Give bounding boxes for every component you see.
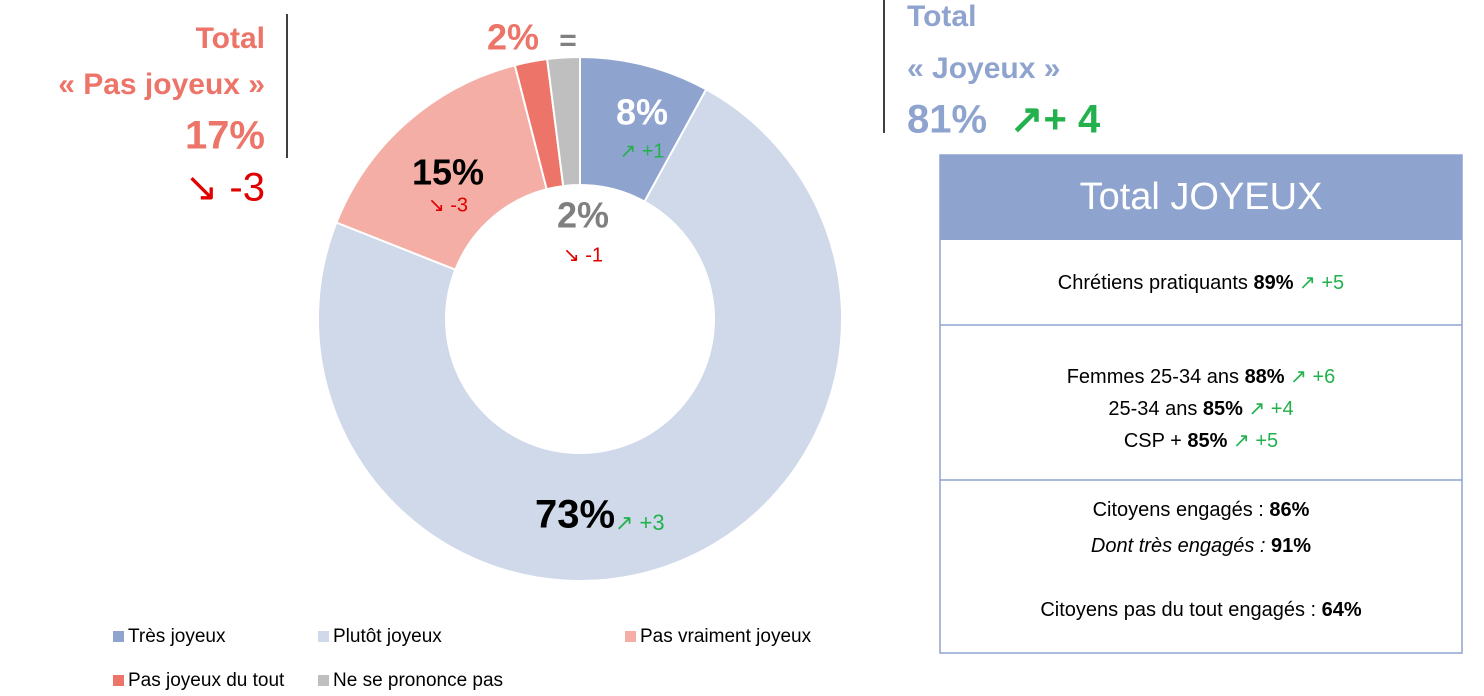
box-label: Citoyens engagés : <box>1093 499 1270 521</box>
annotation-value: 17% <box>185 114 265 158</box>
legend-swatch <box>318 675 329 686</box>
value-label: 2% <box>487 17 539 58</box>
box-change: ↗ +4 <box>1243 398 1294 420</box>
change-label: ↘ -1 <box>563 244 603 266</box>
info-box: Total JOYEUX <box>939 154 1463 654</box>
box-value: 86% <box>1269 499 1309 521</box>
box-value: 88% <box>1245 366 1285 388</box>
box-line: Chrétiens pratiquants 89% ↗ +5 <box>1058 272 1344 294</box>
legend-swatch <box>113 675 124 686</box>
box-value: 91% <box>1271 535 1311 557</box>
annotation-text: « Joyeux » <box>907 52 1060 85</box>
box-change: ↗ +5 <box>1227 430 1278 452</box>
annotation-value: 81% <box>907 98 987 142</box>
box-line: Femmes 25-34 ans 88% ↗ +6 <box>1067 366 1336 388</box>
box-label: Dont très engagés : <box>1091 535 1271 557</box>
annotation-change: ↗+ 4 <box>1010 98 1101 142</box>
box-label: Citoyens pas du tout engagés : <box>1040 599 1321 621</box>
legend-label: Très joyeux <box>128 626 226 647</box>
change-label: ↗ +3 <box>615 510 665 535</box>
change-label: = <box>559 24 577 57</box>
value-label: 8% <box>616 92 668 133</box>
box-value: 85% <box>1187 430 1227 452</box>
donut-slice <box>335 64 548 271</box>
annotation-text: Total <box>196 22 265 55</box>
box-value: 85% <box>1203 398 1243 420</box>
box-line: Dont très engagés : 91% <box>1091 535 1311 557</box>
box-line: Citoyens engagés : 86% <box>1093 499 1310 521</box>
donut-slice <box>546 55 581 188</box>
change-label: ↘ -3 <box>428 194 468 216</box>
legend-swatch <box>113 631 124 642</box>
value-label: 15% <box>412 152 484 193</box>
legend-label: Pas vraiment joyeux <box>640 626 812 647</box>
legend-label: Plutôt joyeux <box>333 626 442 647</box>
box-title: Total JOYEUX <box>1080 176 1323 218</box>
legend-swatch <box>318 631 329 642</box>
value-label: 2% <box>557 195 609 236</box>
value-label: 73% <box>535 493 615 537</box>
left-annotation: Total « Pas joyeux » 17% ↘ -3 <box>58 22 265 210</box>
box-change: ↗ +5 <box>1294 272 1345 294</box>
box-label: 25-34 ans <box>1108 398 1203 420</box>
right-annotation: Total « Joyeux » 81% ↗+ 4 <box>907 0 1101 142</box>
donut-slice <box>317 88 843 582</box>
annotation-change: ↘ -3 <box>185 166 265 210</box>
box-line: Citoyens pas du tout engagés : 64% <box>1040 599 1362 621</box>
legend-swatch <box>625 631 636 642</box>
legend-label: Pas joyeux du tout <box>128 670 285 691</box>
change-label: ↗ +1 <box>619 140 664 162</box>
box-label: Femmes 25-34 ans <box>1067 366 1245 388</box>
box-label: CSP + <box>1124 430 1188 452</box>
box-line: 25-34 ans 85% ↗ +4 <box>1108 398 1293 420</box>
box-change: ↗ +6 <box>1285 366 1336 388</box>
box-value: 64% <box>1322 599 1362 621</box>
box-line: CSP + 85% ↗ +5 <box>1124 430 1278 452</box>
box-value: 89% <box>1253 272 1293 294</box>
box-label: Chrétiens pratiquants <box>1058 272 1254 294</box>
annotation-text: Total <box>907 0 976 33</box>
legend-label: Ne se prononce pas <box>333 670 503 691</box>
annotation-text: « Pas joyeux » <box>58 68 265 101</box>
box-header <box>940 155 1462 240</box>
